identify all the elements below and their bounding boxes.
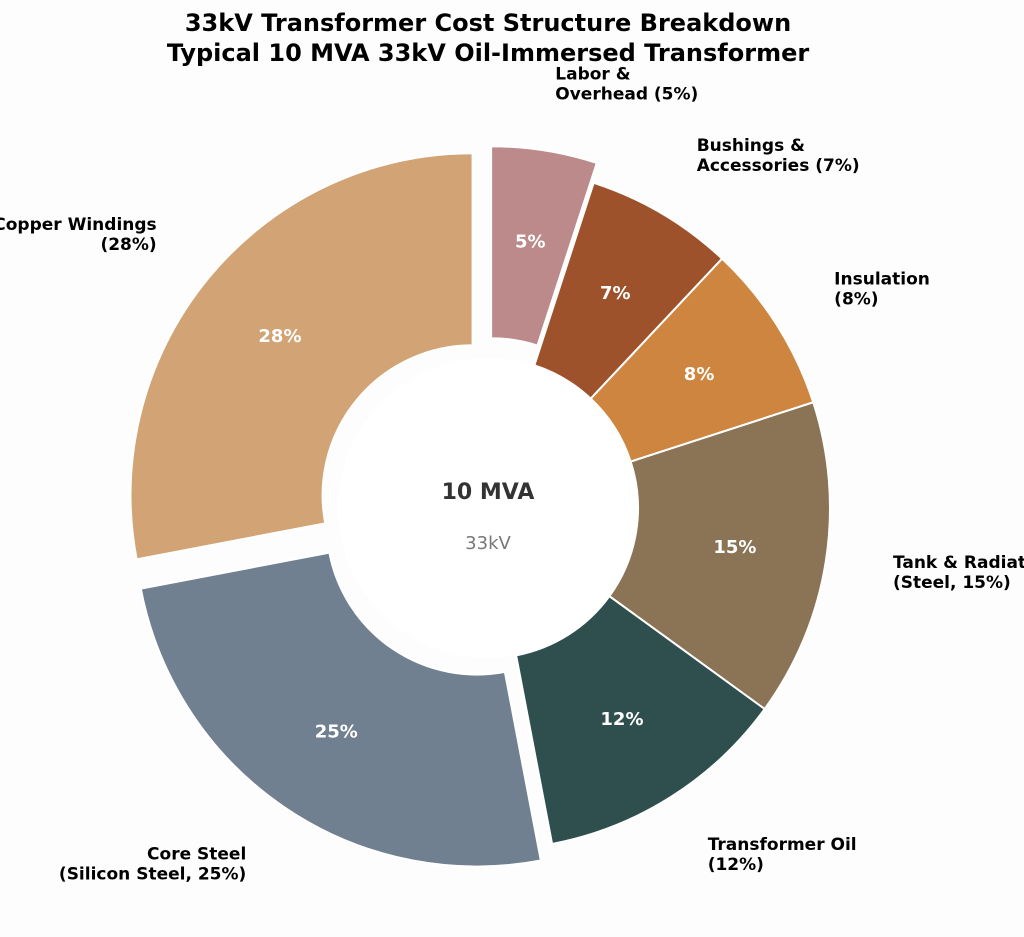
- chart-title-line-1: 33kV Transformer Cost Structure Breakdow…: [185, 9, 791, 37]
- slice-category-label-line: Insulation: [834, 269, 930, 289]
- slice-category-label-line: (Silicon Steel, 25%): [59, 865, 246, 885]
- slice-category-label: Copper Windings (28%): [0, 215, 157, 255]
- slice-category-label-line: Overhead (5%): [555, 84, 698, 104]
- slice-category-label-line: Accessories (7%): [697, 156, 860, 176]
- center-title: 10 MVA: [442, 480, 535, 505]
- slice-category-label-line: Labor &: [555, 64, 630, 84]
- slice-percent-label: 15%: [713, 537, 756, 558]
- slice-category-label-line: (Steel, 15%): [893, 573, 1011, 593]
- chart-title-line-2: Typical 10 MVA 33kV Oil-Immersed Transfo…: [167, 39, 810, 67]
- slice-category-label: Insulation (8%): [834, 269, 930, 309]
- donut-hole: [338, 358, 638, 658]
- slice-category-label-line: (28%): [100, 235, 156, 255]
- slice-category-label: Transformer Oil (12%): [708, 835, 857, 875]
- slice-category-label-line: Bushings &: [697, 136, 805, 156]
- slice-category-label-line: Core Steel: [147, 845, 246, 865]
- slice-category-label-line: (12%): [708, 855, 764, 875]
- slice-percent-label: 7%: [600, 283, 631, 304]
- slice-category-label-line: Transformer Oil: [708, 835, 857, 855]
- center-subtitle: 33kV: [465, 533, 511, 554]
- slice-percent-label: 12%: [600, 709, 643, 730]
- slice-category-label-line: Copper Windings: [0, 215, 157, 235]
- slices-layer: [129, 145, 831, 868]
- slice-category-label-line: Tank & Radiator: [893, 553, 1024, 573]
- slice-percent-label: 8%: [684, 364, 715, 385]
- slice-category-label: Core Steel (Silicon Steel, 25%): [59, 845, 246, 885]
- slice-category-label-line: (8%): [834, 289, 878, 309]
- pie-slice: [139, 551, 543, 868]
- slice-percent-label: 28%: [258, 326, 301, 347]
- pie-slice: [129, 152, 474, 561]
- slice-percent-label: 25%: [315, 721, 358, 742]
- pie-slice: [490, 145, 599, 347]
- slice-category-label: Bushings & Accessories (7%): [697, 136, 860, 176]
- slice-category-label: Tank & Radiator(Steel, 15%): [893, 553, 1024, 593]
- labels-layer: 5% Labor & Overhead (5%) 7% Bushings & Access…: [0, 64, 1024, 884]
- slice-percent-label: 5%: [515, 231, 546, 252]
- slice-category-label: Labor & Overhead (5%): [555, 64, 698, 104]
